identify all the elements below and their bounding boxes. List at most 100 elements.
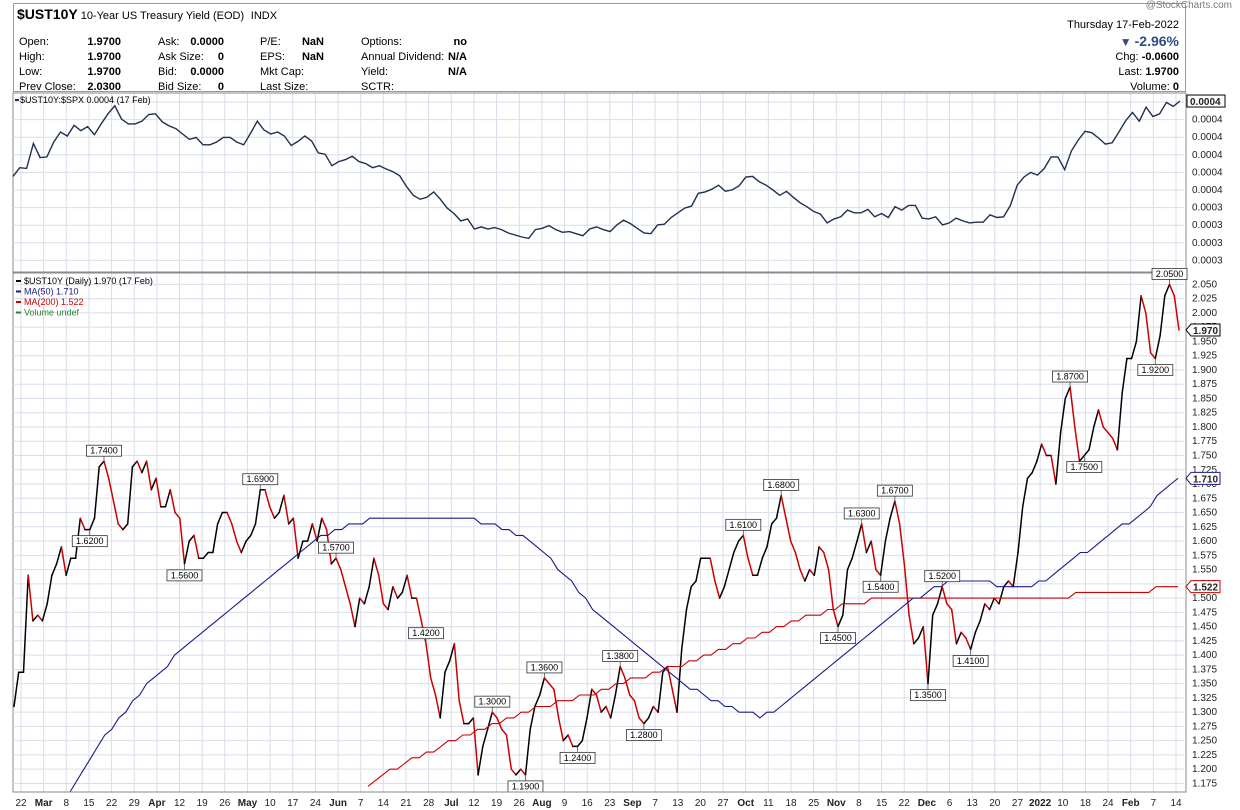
price-segment — [1149, 352, 1157, 360]
y-tick-label: 1.725 — [1192, 465, 1217, 476]
price-segment — [122, 523, 129, 531]
price-segment — [974, 620, 981, 634]
x-tick-label: 15 — [83, 798, 95, 809]
price-segment — [898, 523, 906, 565]
price-segment — [1026, 471, 1033, 480]
x-tick-label: 27 — [1012, 798, 1024, 809]
price-segment — [856, 523, 863, 542]
price-segment — [993, 597, 1000, 605]
x-tick-label: 10 — [1057, 798, 1069, 809]
price-segment — [614, 665, 621, 696]
price-segment — [1140, 295, 1147, 314]
x-tick-label: 14 — [1170, 798, 1182, 809]
price-segment — [231, 523, 238, 542]
price-segment — [955, 631, 962, 645]
y-tick-label: 1.450 — [1192, 622, 1217, 633]
price-segment — [638, 717, 645, 725]
annotation-label: 1.7400 — [90, 446, 118, 456]
price-segment — [913, 637, 920, 645]
legend-entry: Volume undef — [24, 308, 80, 318]
y-tick-label: 0.0003 — [1192, 220, 1223, 231]
price-segment — [761, 546, 768, 559]
price-segment — [624, 677, 631, 696]
ratio-series-line — [12, 100, 1181, 240]
price-segment — [392, 585, 399, 599]
price-segment — [226, 511, 233, 525]
price-segment — [245, 534, 252, 542]
price-segment — [472, 717, 479, 776]
annotation-label: 1.6800 — [767, 480, 795, 490]
price-segment — [1069, 386, 1076, 428]
field-value: 0.0000 — [190, 66, 224, 78]
watermark: @StockCharts.com — [1145, 0, 1232, 11]
field-label: Bid: — [158, 66, 177, 78]
annotation-box — [602, 650, 639, 662]
price-segment — [1074, 426, 1081, 462]
x-tick-label: Mar — [35, 798, 53, 809]
annotation-box — [318, 541, 354, 554]
price-segment — [382, 603, 389, 611]
price-segment — [728, 551, 735, 571]
price-segment — [1012, 551, 1019, 588]
price-panel: 1.175 1.200 1.225 1.250 1.275 1.300 1.325 1.350… — [12, 268, 1221, 793]
price-segment — [936, 585, 943, 605]
annotation-label: 1.5200 — [928, 571, 956, 581]
last-value-tag-label: 1.970 — [1193, 326, 1218, 337]
price-segment — [553, 688, 560, 719]
y-tick-label: 1.500 — [1192, 593, 1217, 604]
last-value-tag-label: 1.710 — [1193, 474, 1218, 485]
price-segment — [65, 557, 72, 577]
annotation-box — [408, 627, 444, 640]
ratio-panel: 0.00050.00040.00040.00040.00040.00040.00… — [12, 92, 1226, 273]
price-segment — [742, 534, 749, 559]
price-segment — [875, 568, 882, 577]
price-segment — [335, 557, 342, 571]
last-row: Last: 1.9700 — [1118, 66, 1179, 78]
price-segment — [770, 517, 778, 525]
price-segment — [548, 682, 555, 691]
price-segment — [799, 568, 806, 582]
x-tick-label: 24 — [310, 798, 322, 809]
annotation-label: 1.4500 — [824, 633, 852, 643]
price-segment — [482, 728, 489, 748]
x-tick-label: 20 — [695, 798, 707, 809]
field-label: Open: — [19, 36, 49, 48]
legend-entry: $UST10Y (Daily) 1.970 (17 Feb) — [24, 276, 153, 286]
price-segment — [775, 494, 782, 519]
price-segment — [794, 551, 801, 571]
price-segment — [368, 557, 375, 588]
y-tick-label: 1.275 — [1192, 721, 1217, 732]
annotation-box — [526, 661, 563, 674]
price-segment — [141, 460, 148, 474]
price-segment — [406, 574, 413, 599]
annotation-label: 1.5700 — [322, 543, 350, 553]
y-tick-label: 0.0004 — [1192, 167, 1223, 178]
y-tick-label: 1.425 — [1192, 636, 1217, 647]
price-segment — [89, 517, 96, 531]
annotation-label: 1.4100 — [957, 656, 985, 666]
price-segment — [922, 625, 929, 685]
annotation-label: 1.5600 — [171, 570, 199, 580]
legend-entry: MA(50) 1.710 — [24, 287, 79, 297]
annotation-box — [1066, 461, 1103, 473]
x-tick-label: 22 — [15, 798, 27, 809]
x-tick-label: 13 — [672, 798, 684, 809]
price-segment — [13, 671, 20, 708]
field-label: SCTR: — [361, 81, 394, 93]
last-value-tag — [1185, 323, 1221, 337]
price-segment — [785, 517, 792, 542]
annotation-label: 1.6300 — [848, 508, 876, 518]
price-segment — [235, 540, 243, 554]
price-segment — [1059, 397, 1067, 434]
price-segment — [827, 568, 835, 611]
annotation-label: 1.1900 — [512, 781, 540, 791]
field-label: Annual Dividend: — [361, 51, 445, 63]
price-segment — [1116, 392, 1123, 451]
header-title: $UST10Y 10-Year US Treasury Yield (EOD) I… — [17, 6, 277, 22]
price-segment — [453, 642, 460, 702]
price-segment — [501, 728, 508, 736]
price-segment — [529, 705, 536, 731]
price-segment — [1154, 334, 1161, 360]
x-tick-label: 8 — [64, 798, 70, 809]
